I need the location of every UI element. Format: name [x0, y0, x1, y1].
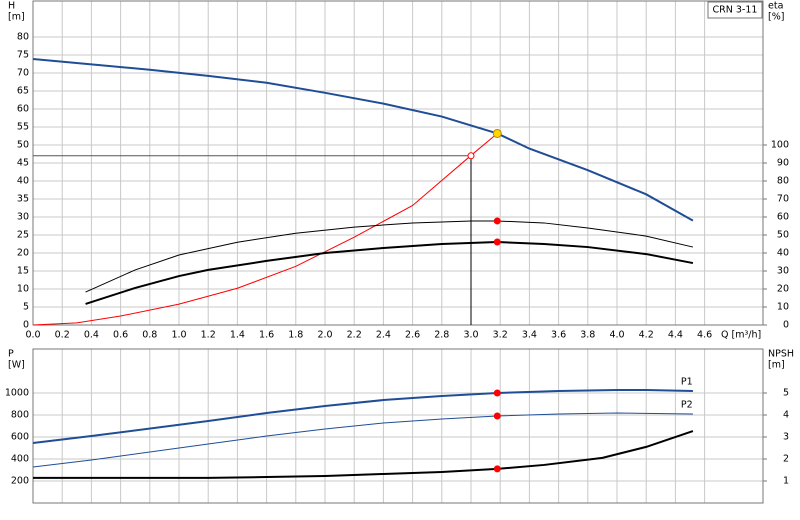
y2-tick-label: 80: [777, 176, 789, 187]
legend-box: [707, 1, 763, 19]
y-tick-label: 60: [17, 104, 29, 115]
x-tick-label: 0.8: [142, 330, 157, 341]
y-axis-unit: [m]: [8, 12, 25, 23]
y-tick-label: 35: [17, 194, 29, 205]
y2-tick-label: 0: [783, 320, 789, 331]
y2-tick-label: 90: [777, 158, 789, 169]
y-axis-unit: [W]: [8, 360, 25, 371]
y-tick-label: 40: [17, 176, 29, 187]
y-tick-label: 70: [17, 68, 29, 79]
y2-tick-label: 4: [783, 410, 789, 421]
curve: [32, 412, 693, 468]
x-tick-label: 4.6: [697, 330, 712, 341]
x-tick-label: 0.4: [84, 330, 99, 341]
y-tick-label: 25: [17, 230, 29, 241]
operating-marker: [493, 389, 501, 397]
y-tick-label: 45: [17, 158, 29, 169]
x-tick-label: 2.4: [376, 330, 391, 341]
operating-marker: [493, 412, 501, 420]
curve: [32, 57, 694, 222]
y2-tick-label: 60: [777, 212, 789, 223]
y-axis-label: H: [8, 1, 15, 12]
curve: [85, 241, 694, 305]
plot-border: [32, 348, 764, 504]
plot-border: [32, 0, 764, 326]
y2-tick-label: 1: [783, 476, 789, 487]
duty-point: [492, 128, 502, 138]
y-tick-label: 400: [11, 454, 29, 465]
y2-tick-label: 10: [777, 302, 789, 313]
y-tick-label: 15: [17, 266, 29, 277]
x-tick-label: 0.6: [113, 330, 128, 341]
y-tick-label: 10: [17, 284, 29, 295]
x-tick-label: 1.0: [171, 330, 186, 341]
x-tick-label: 3.6: [551, 330, 566, 341]
y-tick-label: 30: [17, 212, 29, 223]
required-point: [467, 152, 475, 160]
y-tick-label: 80: [17, 32, 29, 43]
operating-marker: [493, 465, 501, 473]
curve: [85, 220, 694, 293]
y2-axis-unit: [m]: [768, 360, 785, 371]
x-tick-label: 1.2: [201, 330, 216, 341]
y2-tick-label: 40: [777, 248, 789, 259]
x-tick-label: 3.2: [493, 330, 508, 341]
y2-tick-label: 3: [783, 432, 789, 443]
x-tick-label: 2.8: [434, 330, 449, 341]
series-label: P2: [681, 400, 693, 411]
series-label: P1: [681, 377, 693, 388]
y2-axis-label: NPSH: [768, 349, 794, 360]
x-tick-label: 0.2: [55, 330, 70, 341]
y2-tick-label: 2: [783, 454, 789, 465]
x-tick-label: 1.6: [259, 330, 274, 341]
x-tick-label: 4.0: [609, 330, 624, 341]
y-tick-label: 0: [23, 320, 29, 331]
y2-tick-label: 20: [777, 284, 789, 295]
y-axis-label: P: [8, 349, 14, 360]
y-tick-label: 800: [11, 410, 29, 421]
curve: [32, 133, 498, 326]
y-tick-label: 20: [17, 248, 29, 259]
y-tick-label: 50: [17, 140, 29, 151]
y2-tick-label: 100: [771, 140, 789, 151]
x-tick-label: 4.2: [639, 330, 654, 341]
y-tick-label: 65: [17, 86, 29, 97]
x-tick-label: 2.0: [317, 330, 332, 341]
x-tick-label: 0.0: [25, 330, 40, 341]
y2-axis-label: eta: [768, 1, 783, 12]
curve: [33, 430, 694, 479]
y-tick-label: 75: [17, 50, 29, 61]
x-tick-label: 4.4: [668, 330, 683, 341]
y2-tick-label: 30: [777, 266, 789, 277]
y-tick-label: 5: [23, 302, 29, 313]
plot-area: [33, 349, 763, 503]
x-tick-label: 3.4: [522, 330, 537, 341]
y2-tick-label: 70: [777, 194, 789, 205]
x-axis-label: Q [m³/h]: [721, 330, 761, 341]
operating-marker: [493, 238, 501, 246]
y2-tick-label: 50: [777, 230, 789, 241]
y2-tick-label: 5: [783, 388, 789, 399]
y2-axis-unit: [%]: [768, 12, 784, 23]
curve: [32, 389, 693, 445]
chart-title: CRN 3-11: [713, 5, 758, 16]
operating-marker: [493, 217, 501, 225]
y-tick-label: 55: [17, 122, 29, 133]
x-tick-label: 1.8: [288, 330, 303, 341]
x-tick-label: 3.8: [580, 330, 595, 341]
x-tick-label: 2.2: [347, 330, 362, 341]
y-tick-label: 1000: [5, 388, 29, 399]
x-tick-label: 2.6: [405, 330, 420, 341]
x-tick-label: 1.4: [230, 330, 245, 341]
y-tick-label: 200: [11, 476, 29, 487]
x-tick-label: 3.0: [463, 330, 478, 341]
y-tick-label: 600: [11, 432, 29, 443]
